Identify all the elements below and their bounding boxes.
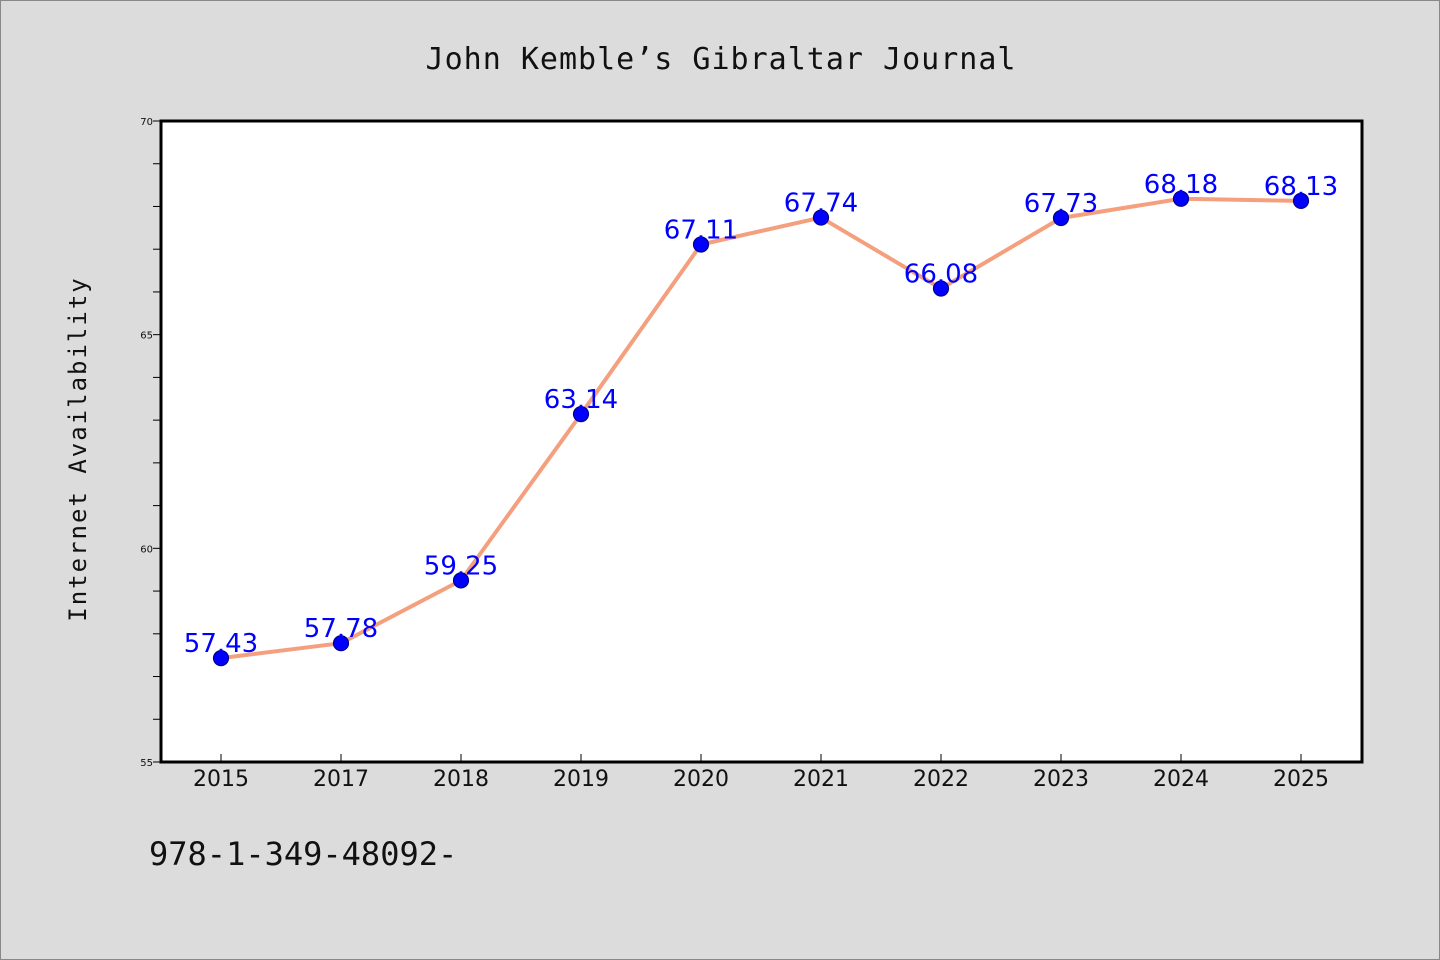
y-axis-label: Internet Availability bbox=[64, 276, 92, 621]
x-tick-label: 2017 bbox=[313, 767, 369, 792]
x-axis-ticks: 2015 2017 2018 2019 2020 2021 2022 2023 2024 2025 bbox=[193, 754, 1329, 792]
data-label: 67.11 bbox=[664, 215, 738, 245]
data-label: 59.25 bbox=[424, 551, 498, 581]
data-label: 57.78 bbox=[304, 614, 378, 644]
x-tick-label: 2025 bbox=[1273, 767, 1329, 792]
x-tick-label: 2021 bbox=[793, 767, 849, 792]
series-line bbox=[219, 196, 1303, 661]
x-tick-label: 2019 bbox=[553, 767, 609, 792]
data-point bbox=[452, 572, 470, 589]
data-point bbox=[932, 280, 950, 297]
series-layer bbox=[212, 190, 1310, 667]
plot-frame bbox=[159, 119, 1364, 764]
data-point bbox=[212, 650, 230, 667]
data-label: 63.14 bbox=[544, 385, 618, 415]
x-tick-label: 2020 bbox=[673, 767, 729, 792]
data-label: 68.18 bbox=[1144, 170, 1218, 200]
data-point bbox=[332, 635, 350, 652]
x-tick-label: 2018 bbox=[433, 767, 489, 792]
data-point bbox=[812, 209, 830, 226]
data-point bbox=[1052, 209, 1070, 227]
x-tick-label: 2024 bbox=[1153, 767, 1209, 792]
y-tick-label: 55 bbox=[140, 758, 153, 769]
plot-area bbox=[161, 121, 1362, 762]
y-tick-label: 65 bbox=[140, 331, 153, 342]
data-point bbox=[1292, 192, 1310, 210]
y-tick-label: 70 bbox=[140, 117, 153, 128]
data-labels-layer: 57.43 57.78 59.25 63.14 67.11 67.74 66.08 67.73… bbox=[184, 170, 1338, 659]
data-point bbox=[572, 406, 590, 423]
data-label: 66.08 bbox=[904, 260, 978, 290]
y-tick-label: 60 bbox=[140, 544, 153, 555]
data-label: 67.74 bbox=[784, 189, 858, 219]
chart-title: John Kemble’s Gibraltar Journal bbox=[426, 42, 1017, 77]
data-label: 68.13 bbox=[1264, 172, 1338, 202]
x-tick-label: 2015 bbox=[193, 767, 249, 792]
y-axis-ticks: 55 60 65 70 bbox=[140, 117, 161, 769]
x-tick-label: 2023 bbox=[1033, 767, 1089, 792]
data-label: 57.43 bbox=[184, 629, 258, 659]
x-tick-label: 2022 bbox=[913, 767, 969, 792]
data-label: 67.73 bbox=[1024, 189, 1098, 219]
data-point bbox=[692, 236, 710, 253]
footer-code: 978-1-349-48092- bbox=[149, 835, 457, 873]
data-point bbox=[1172, 190, 1190, 207]
